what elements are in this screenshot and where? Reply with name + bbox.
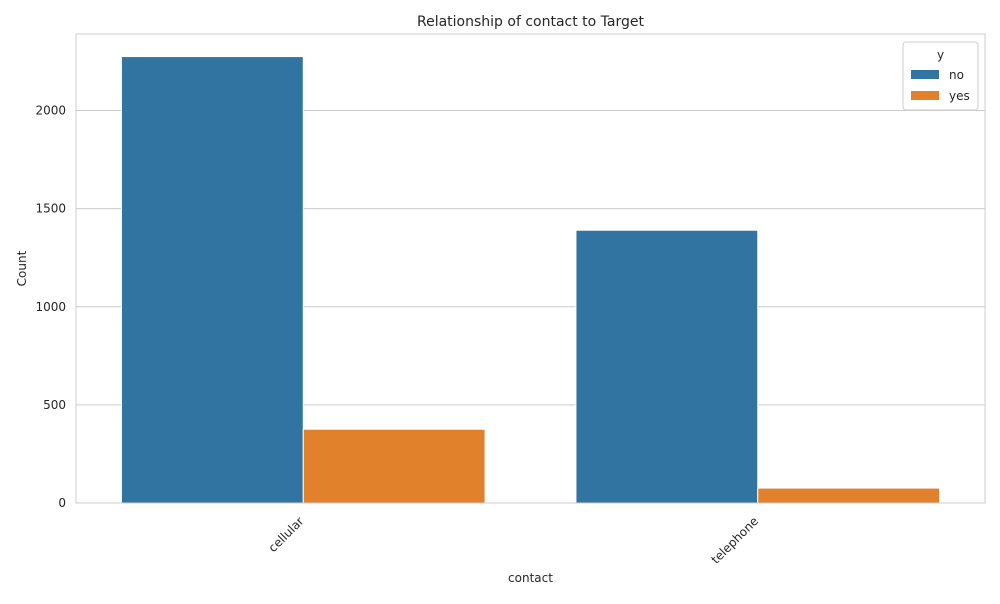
x-tick-label-cellular: cellular — [266, 514, 307, 555]
x-tick-label-telephone: telephone — [708, 514, 761, 567]
y-axis-ticks: 0 500 1000 1500 2000 — [35, 104, 66, 510]
legend-label-no: no — [949, 68, 964, 82]
bar-yes-cellular — [302, 428, 486, 504]
legend-label-yes: yes — [949, 89, 970, 103]
y-axis-label: Count — [15, 250, 29, 286]
bars — [120, 56, 941, 504]
bar-no-cellular — [120, 56, 304, 504]
y-tick-label: 500 — [43, 398, 66, 412]
chart-title: Relationship of contact to Target — [417, 14, 645, 30]
bar-yes-telephone — [757, 487, 941, 504]
x-axis-label: contact — [508, 571, 553, 585]
y-tick-label: 2000 — [35, 104, 66, 118]
x-axis-ticks: cellular telephone — [266, 514, 761, 567]
y-tick-label: 1000 — [35, 300, 66, 314]
legend-swatch-no — [911, 70, 939, 79]
legend-swatch-yes — [911, 91, 939, 100]
plot-frame — [75, 33, 986, 504]
y-tick-label: 1500 — [35, 202, 66, 216]
legend: y no yes — [902, 41, 979, 111]
bar-no-telephone — [575, 229, 759, 504]
legend-title: y — [937, 48, 944, 62]
y-tick-label: 0 — [58, 496, 66, 510]
